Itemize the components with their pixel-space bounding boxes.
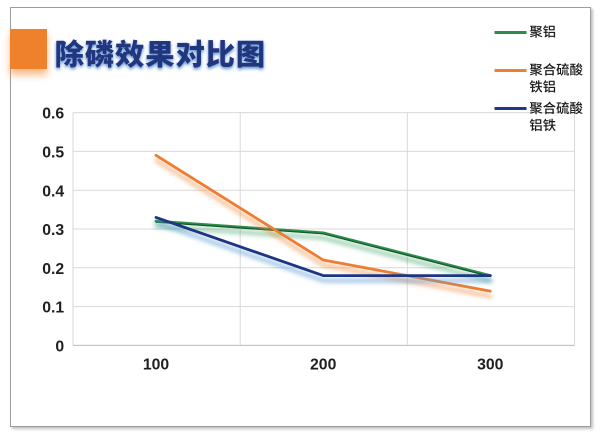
svg-text:0: 0 xyxy=(55,339,64,356)
svg-text:100: 100 xyxy=(143,357,170,374)
svg-text:0.6: 0.6 xyxy=(42,106,64,123)
svg-text:0.2: 0.2 xyxy=(42,261,64,278)
svg-text:0.3: 0.3 xyxy=(42,222,64,239)
svg-text:200: 200 xyxy=(310,357,337,374)
svg-text:0.4: 0.4 xyxy=(42,183,64,200)
svg-text:0.1: 0.1 xyxy=(42,300,64,317)
svg-text:0.5: 0.5 xyxy=(42,145,64,162)
svg-text:300: 300 xyxy=(477,357,504,374)
